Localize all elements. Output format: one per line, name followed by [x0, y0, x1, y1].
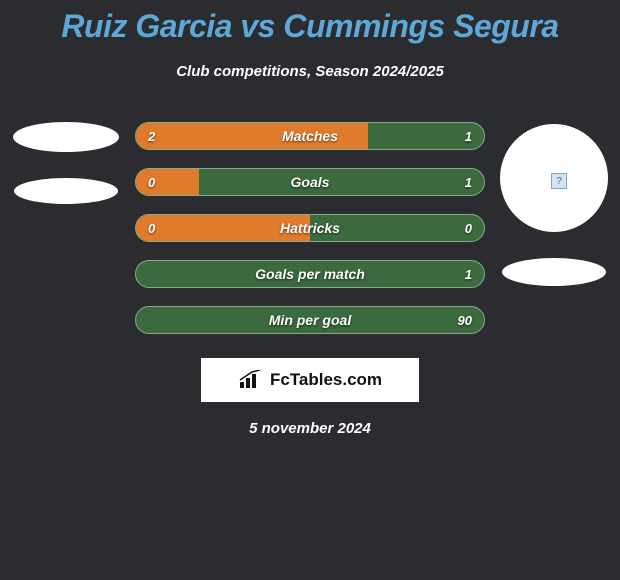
stat-right-value: 1	[465, 169, 472, 195]
logo-box[interactable]: FcTables.com	[201, 358, 419, 402]
stat-row: 2Matches1	[135, 122, 485, 150]
stat-label: Matches	[136, 123, 484, 149]
stat-label: Min per goal	[136, 307, 484, 333]
stat-row: Min per goal90	[135, 306, 485, 334]
stats-bars: 2Matches10Goals10Hattricks0Goals per mat…	[135, 122, 485, 334]
avatar-placeholder-icon: ?	[551, 173, 567, 189]
middle-section: 2Matches10Goals10Hattricks0Goals per mat…	[0, 122, 620, 334]
stat-right-value: 0	[465, 215, 472, 241]
stat-label: Hattricks	[136, 215, 484, 241]
stat-right-value: 90	[458, 307, 472, 333]
logo-text: FcTables.com	[270, 370, 382, 390]
stat-label: Goals	[136, 169, 484, 195]
subtitle: Club competitions, Season 2024/2025	[0, 63, 620, 80]
player-left-ellipses	[6, 122, 126, 204]
player-left-ellipse-2	[14, 178, 118, 204]
stat-row: 0Hattricks0	[135, 214, 485, 242]
stat-row: 0Goals1	[135, 168, 485, 196]
page-title: Ruiz Garcia vs Cummings Segura	[0, 8, 620, 45]
stat-label: Goals per match	[136, 261, 484, 287]
player-left-ellipse-1	[13, 122, 119, 152]
player-right-avatar: ?	[500, 124, 608, 232]
player-right-ellipses: ?	[494, 122, 614, 286]
logo-chart-icon	[238, 370, 264, 390]
stat-right-value: 1	[465, 123, 472, 149]
stat-right-value: 1	[465, 261, 472, 287]
player-right-ellipse-2	[502, 258, 606, 286]
stat-row: Goals per match1	[135, 260, 485, 288]
date-label: 5 november 2024	[0, 420, 620, 437]
stats-card: Ruiz Garcia vs Cummings Segura Club comp…	[0, 0, 620, 437]
